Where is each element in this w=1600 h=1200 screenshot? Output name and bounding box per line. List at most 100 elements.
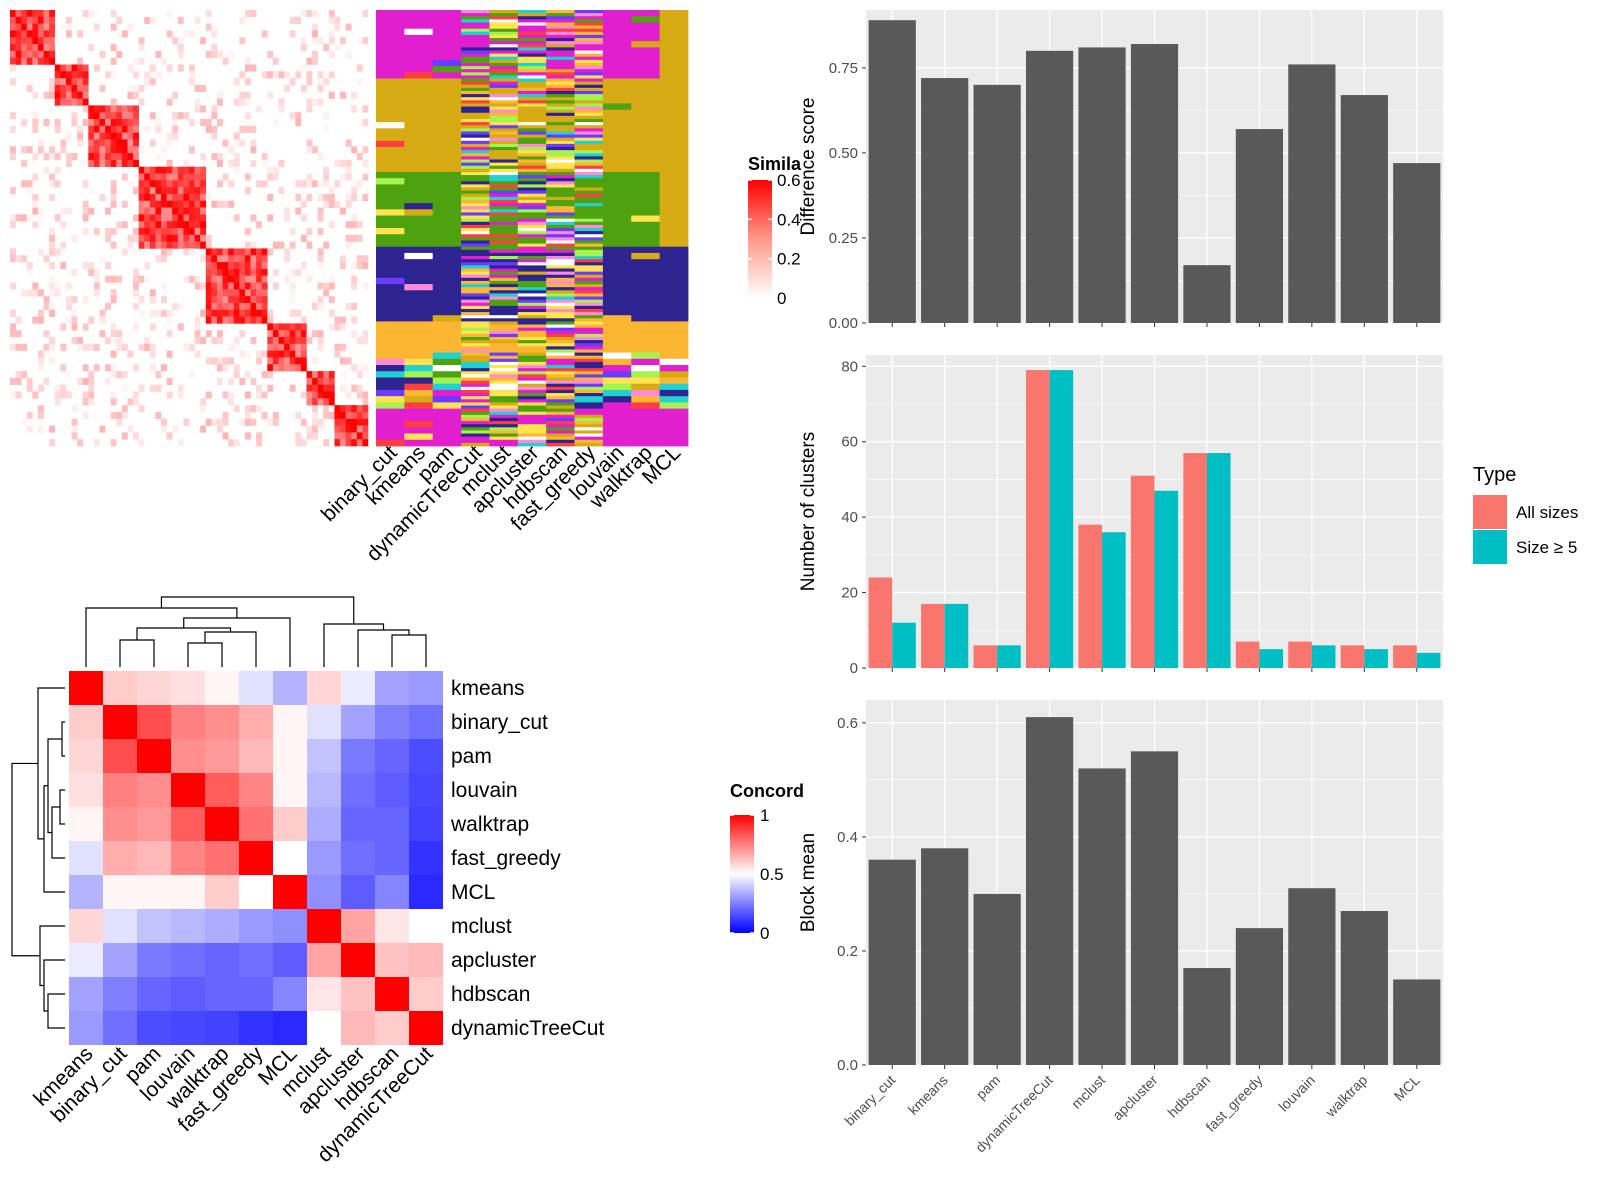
- similarity-cell: [244, 275, 251, 283]
- membership-cell: [432, 252, 462, 260]
- membership-cell: [602, 414, 632, 422]
- membership-cell: [574, 100, 604, 104]
- membership-cell: [659, 140, 689, 148]
- membership-cell: [659, 134, 689, 142]
- similarity-cell: [32, 91, 39, 99]
- membership-cell: [376, 389, 405, 397]
- similarity-cell: [233, 296, 240, 304]
- membership-cell: [659, 383, 689, 391]
- membership-cell: [659, 97, 689, 104]
- membership-cell: [376, 302, 405, 310]
- similarity-cell: [82, 377, 89, 385]
- concordance-cell: [137, 807, 171, 841]
- similarity-colorbar-title: Simila: [748, 154, 802, 174]
- similarity-cell: [149, 350, 156, 358]
- similarity-cell: [351, 187, 358, 195]
- membership-cell: [489, 41, 519, 45]
- membership-cell: [404, 215, 434, 223]
- similarity-cell: [261, 371, 268, 379]
- similarity-cell: [10, 30, 16, 38]
- membership-cell: [517, 417, 547, 422]
- similarity-cell: [211, 255, 218, 263]
- membership-cell: [517, 340, 547, 344]
- similarity-cell: [10, 221, 16, 229]
- membership-cell: [432, 53, 462, 61]
- membership-cell: [574, 125, 604, 129]
- similarity-cell: [233, 98, 240, 106]
- similarity-cell: [228, 255, 235, 263]
- similarity-cell: [267, 371, 274, 379]
- membership-cell: [404, 165, 434, 173]
- similarity-cell: [93, 153, 100, 161]
- bar-size-ge5: [997, 645, 1021, 668]
- similarity-cell: [110, 228, 117, 236]
- membership-cell: [517, 365, 547, 369]
- concordance-cell: [205, 671, 239, 705]
- similarity-cell: [133, 228, 139, 236]
- membership-cell: [432, 59, 462, 67]
- bar: [1235, 129, 1284, 323]
- similarity-cell: [144, 262, 151, 270]
- membership-cell: [489, 178, 519, 182]
- membership-cell: [546, 69, 575, 73]
- membership-cell: [546, 324, 575, 329]
- similarity-cell: [149, 78, 156, 86]
- membership-cell: [517, 66, 547, 70]
- concordance-cell: [171, 943, 205, 977]
- similarity-cell: [26, 30, 33, 38]
- concordance-cell: [171, 773, 205, 807]
- similarity-cell: [65, 153, 72, 161]
- membership-cell: [574, 408, 604, 413]
- membership-cell: [461, 103, 490, 107]
- membership-cell: [461, 100, 490, 104]
- similarity-cell: [155, 411, 162, 420]
- membership-cell: [546, 156, 575, 160]
- membership-cell: [574, 199, 604, 204]
- similarity-cell: [228, 146, 235, 154]
- membership-cell: [659, 41, 689, 48]
- similarity-cell: [21, 146, 28, 154]
- membership-cell: [574, 240, 604, 244]
- membership-cell: [461, 343, 490, 347]
- membership-cell: [659, 240, 689, 248]
- y-tick-label: 0.25: [829, 230, 858, 247]
- similarity-cell: [312, 146, 318, 154]
- similarity-cell: [21, 57, 28, 65]
- membership-cell: [376, 259, 405, 266]
- similarity-cell: [49, 173, 56, 181]
- similarity-cell: [334, 200, 341, 208]
- similarity-cell: [133, 153, 139, 161]
- similarity-cell: [155, 125, 162, 133]
- membership-cell: [489, 259, 519, 263]
- membership-cell: [489, 237, 519, 241]
- similarity-cell: [71, 234, 78, 242]
- membership-cell: [546, 277, 575, 282]
- similarity-cell: [77, 439, 84, 447]
- concordance-cell: [205, 875, 239, 909]
- membership-cell: [489, 346, 519, 350]
- similarity-cell: [250, 418, 257, 426]
- similarity-cell: [194, 337, 201, 345]
- membership-cell: [376, 402, 405, 410]
- similarity-cell: [278, 337, 285, 345]
- membership-cell: [489, 252, 519, 257]
- membership-cell: [461, 293, 490, 297]
- similarity-cell: [65, 316, 72, 324]
- membership-cell: [517, 318, 547, 322]
- similarity-cell: [328, 91, 335, 99]
- similarity-cell: [172, 302, 179, 311]
- similarity-cell: [328, 50, 335, 58]
- similarity-cell: [93, 139, 100, 147]
- membership-cell: [461, 66, 490, 70]
- membership-cell: [461, 215, 490, 220]
- similarity-cell: [155, 384, 162, 392]
- membership-cell: [461, 81, 490, 86]
- membership-cell: [489, 115, 519, 120]
- similarity-cell: [222, 173, 229, 181]
- similarity-cell: [300, 234, 307, 242]
- similarity-cell: [21, 159, 28, 167]
- membership-cell: [659, 402, 689, 410]
- similarity-cell: [133, 391, 139, 399]
- similarity-cell: [244, 91, 251, 99]
- membership-cell: [631, 252, 661, 260]
